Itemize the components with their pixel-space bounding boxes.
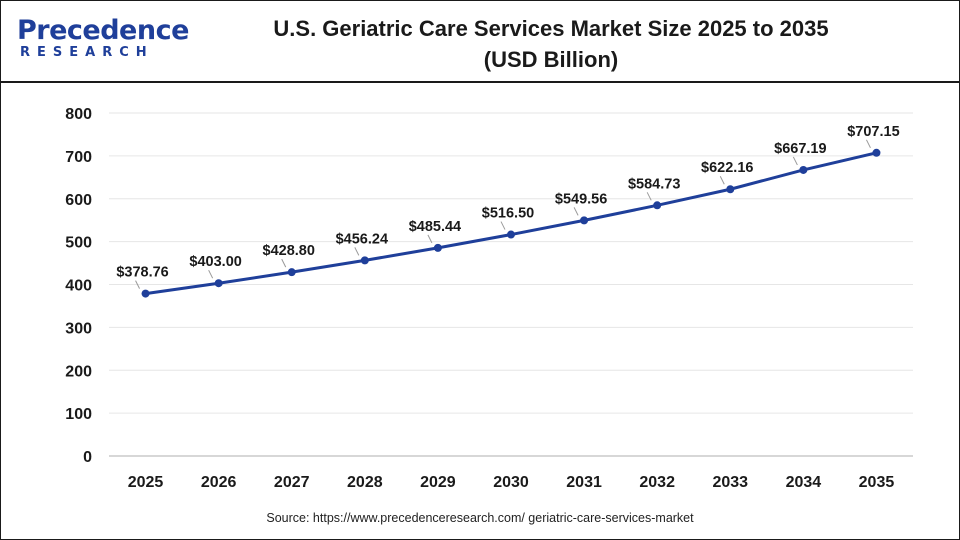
data-label: $584.73 <box>628 176 680 192</box>
data-point <box>214 279 223 288</box>
chart-title-line2: (USD Billion) <box>483 47 619 72</box>
leader-line <box>135 280 140 289</box>
leader-line <box>792 156 798 166</box>
y-tick-label: 0 <box>83 449 92 466</box>
leader-line <box>646 192 652 201</box>
y-tick-label: 100 <box>65 406 92 423</box>
y-tick-label: 700 <box>65 149 92 166</box>
y-tick-label: 800 <box>65 106 92 123</box>
data-point <box>360 256 369 265</box>
leader-line <box>354 247 360 256</box>
data-label: $667.19 <box>774 141 826 157</box>
data-label: $378.76 <box>116 265 168 281</box>
leader-line <box>719 176 725 185</box>
data-point <box>141 289 150 298</box>
x-tick-label: 2025 <box>128 474 164 491</box>
data-label: $707.15 <box>847 124 899 140</box>
chart-title: U.S. Geriatric Care Services Market Size… <box>181 13 921 75</box>
data-point <box>872 148 881 157</box>
y-tick-label: 300 <box>65 320 92 337</box>
data-label: $456.24 <box>336 231 388 247</box>
data-point <box>580 216 589 225</box>
y-tick-label: 200 <box>65 363 92 380</box>
source-note: Source: https://www.precedenceresearch.c… <box>266 511 694 525</box>
data-label: $516.50 <box>482 206 534 222</box>
header: Precedence RESEARCH U.S. Geriatric Care … <box>1 1 959 83</box>
leader-line <box>208 269 214 279</box>
data-point <box>726 185 735 194</box>
x-tick-label: 2032 <box>639 474 675 491</box>
data-label: $549.56 <box>555 191 607 207</box>
leader-line <box>866 139 871 149</box>
brand-logo-main: Precedence <box>17 15 189 46</box>
x-tick-label: 2026 <box>201 474 237 491</box>
leader-line <box>500 221 506 230</box>
series-line <box>145 151 877 296</box>
chart-title-line1: U.S. Geriatric Care Services Market Size… <box>273 16 829 41</box>
x-tick-label: 2029 <box>420 474 456 491</box>
x-tick-label: 2028 <box>347 474 383 491</box>
x-tick-label: 2031 <box>566 474 602 491</box>
x-tick-label: 2027 <box>274 474 310 491</box>
data-point <box>507 230 515 239</box>
leader-line <box>427 234 433 244</box>
y-tick-label: 600 <box>65 192 92 209</box>
x-tick-label: 2033 <box>712 474 748 491</box>
data-point <box>287 268 296 277</box>
y-tick-label: 400 <box>65 278 92 295</box>
x-tick-label: 2035 <box>859 474 895 491</box>
data-label: $428.80 <box>263 243 315 259</box>
brand-logo-sub: RESEARCH <box>20 45 154 60</box>
data-point <box>433 243 442 252</box>
data-point <box>799 165 808 174</box>
y-tick-label: 500 <box>65 235 92 252</box>
data-label: $485.44 <box>409 219 461 235</box>
data-point <box>653 201 662 210</box>
line-chart: 0 100 200 300 400 500 600 700 800 2025 2026 2027 202… <box>65 106 913 491</box>
x-tick-label: 2034 <box>786 474 822 491</box>
leader-line <box>573 207 579 216</box>
data-label: $403.00 <box>189 254 241 270</box>
data-label: $622.16 <box>701 160 753 176</box>
leader-line <box>281 258 287 268</box>
brand-logo: Precedence RESEARCH <box>17 15 189 67</box>
x-tick-label: 2030 <box>493 474 529 491</box>
